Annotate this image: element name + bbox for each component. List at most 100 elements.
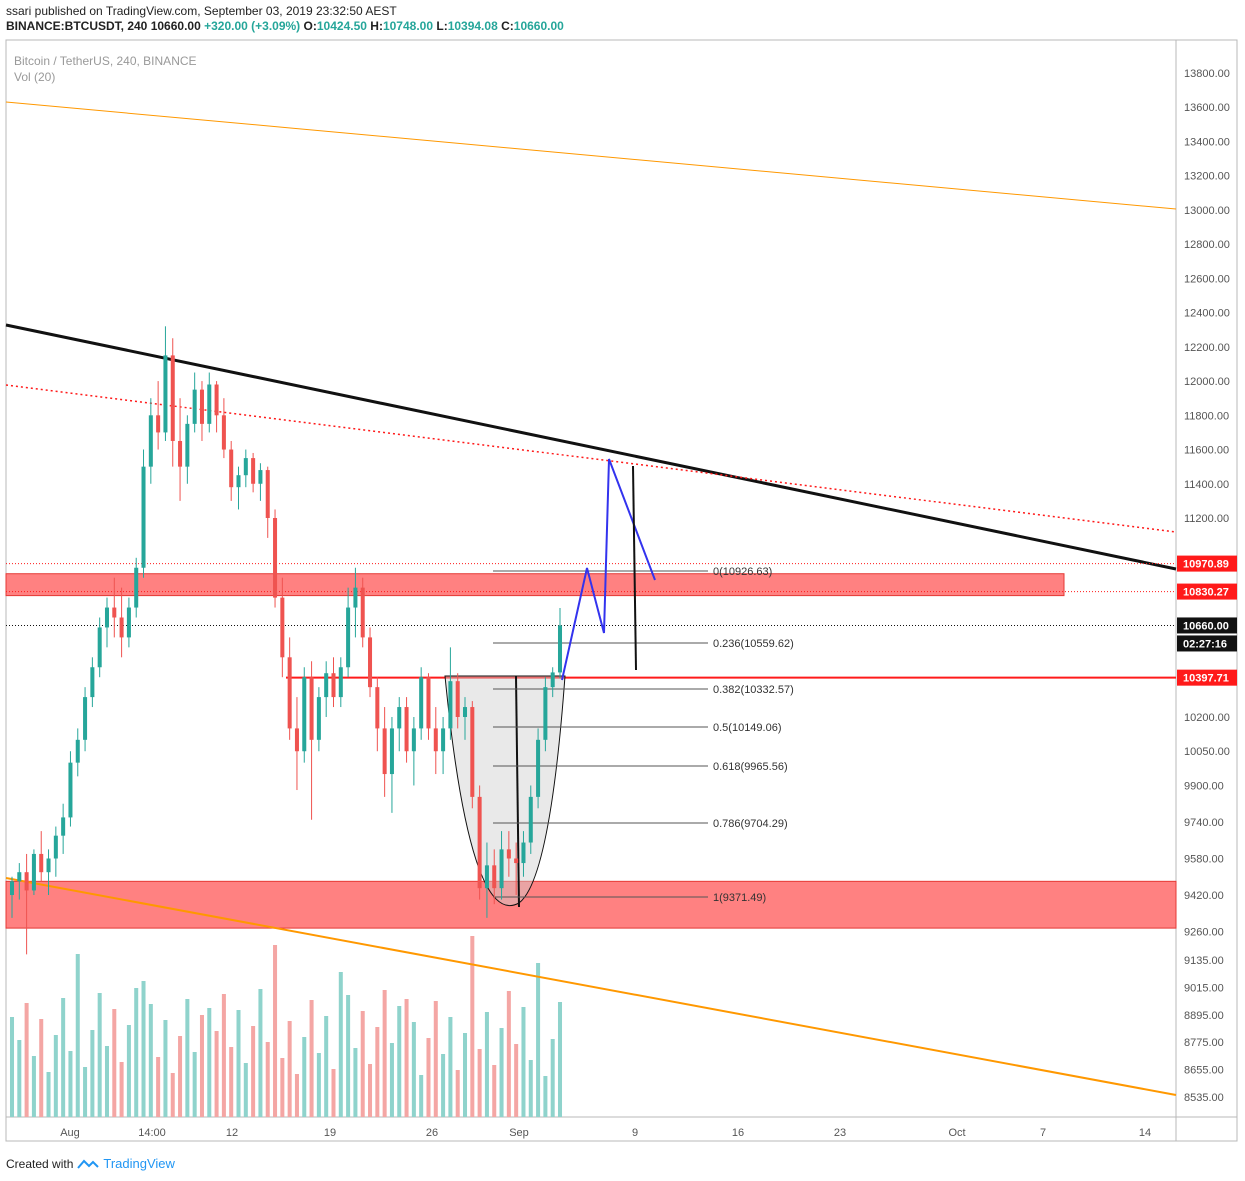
volume-bar	[75, 954, 80, 1117]
volume-bar	[536, 963, 541, 1117]
volume-bar	[514, 1044, 519, 1117]
candle-body	[134, 567, 139, 608]
candle-body	[506, 849, 511, 859]
price-label-box	[1177, 555, 1237, 572]
y-tick-label: 12000.00	[1184, 376, 1230, 388]
x-tick-label: 9	[632, 1127, 638, 1139]
volume-bar	[470, 936, 475, 1117]
candle-body	[346, 607, 351, 668]
volume-bar	[382, 990, 387, 1117]
candle-body	[536, 739, 541, 797]
tradingview-logo-icon	[77, 1159, 100, 1169]
y-tick-label: 13800.00	[1184, 68, 1230, 80]
open-label: O:	[303, 19, 317, 33]
symbol-line: BINANCE:BTCUSDT, 240 10660.00 +320.00 (+…	[6, 19, 564, 34]
candle-body	[331, 673, 336, 698]
volume-bar	[112, 1009, 117, 1117]
symbol-label: BINANCE:BTCUSDT, 240	[6, 19, 148, 33]
volume-bar	[389, 1043, 394, 1117]
y-tick-label: 13600.00	[1184, 102, 1230, 114]
candle-body	[170, 355, 175, 441]
tradingview-brand[interactable]: TradingView	[103, 1156, 175, 1171]
candle-body	[543, 687, 548, 740]
volume-bar	[375, 1027, 380, 1117]
y-tick-label: 9420.00	[1184, 890, 1224, 902]
volume-bar	[441, 1054, 446, 1117]
candle-body	[397, 707, 402, 729]
volume-bar	[104, 1046, 109, 1117]
close-label: C:	[501, 19, 514, 33]
price-label-text: 10830.27	[1183, 587, 1229, 599]
candle-body	[382, 728, 387, 775]
volume-bar	[90, 1030, 95, 1117]
y-tick-label: 11400.00	[1184, 479, 1229, 491]
candle-body	[477, 796, 482, 889]
candle-body	[273, 518, 278, 598]
candle-body	[104, 607, 109, 628]
volume-bar	[53, 1035, 58, 1117]
y-tick-label: 13400.00	[1184, 136, 1230, 148]
candle-body	[419, 677, 424, 729]
low-label: L:	[436, 19, 448, 33]
volume-bar	[31, 1056, 36, 1117]
candle-body	[251, 458, 256, 484]
candle-body	[280, 597, 285, 658]
volume-bar	[557, 1002, 563, 1117]
candle-body	[353, 587, 358, 608]
created-with-text: Created with	[6, 1156, 74, 1171]
y-tick-label: 11200.00	[1184, 513, 1229, 525]
candle-body	[68, 762, 73, 818]
volume-bar	[17, 1040, 22, 1117]
candle-body	[324, 673, 329, 698]
y-tick-label: 12600.00	[1184, 273, 1230, 285]
volume-bar	[134, 988, 139, 1117]
resistance-zone	[5, 573, 1065, 597]
candle-body	[404, 707, 409, 752]
x-tick-label: 19	[324, 1127, 336, 1139]
price-label-text: 02:27:16	[1183, 638, 1227, 650]
volume-bar	[119, 1062, 124, 1117]
candle-body	[90, 667, 95, 698]
candle-body	[514, 858, 519, 864]
price-label-box	[1177, 635, 1237, 652]
y-tick-label: 12800.00	[1184, 239, 1230, 251]
x-tick-label: Aug	[60, 1127, 80, 1139]
volume-bar	[258, 989, 263, 1117]
volume-bar	[448, 1017, 453, 1117]
y-tick-label: 11600.00	[1184, 445, 1229, 457]
y-tick-label: 9015.00	[1184, 982, 1224, 994]
volume-bar	[199, 1015, 204, 1117]
projection-path	[561, 458, 656, 681]
x-tick-label: Sep	[509, 1127, 529, 1139]
volume-bar	[192, 1052, 197, 1117]
high-value: 10748.00	[382, 19, 434, 33]
candle-body	[141, 466, 146, 568]
volume-bar	[419, 1075, 424, 1117]
volume-label: Vol (20)	[14, 70, 55, 84]
y-tick-label: 12200.00	[1184, 342, 1230, 354]
volume-bar	[24, 1003, 29, 1117]
y-tick-label: 10050.00	[1184, 746, 1230, 758]
volume-bar	[499, 1028, 504, 1117]
candle-body	[53, 835, 58, 859]
volume-bar	[178, 1036, 183, 1117]
volume-bar	[360, 1011, 365, 1117]
volume-bar	[97, 993, 102, 1117]
volume-bar	[294, 1074, 299, 1117]
y-axis: 13800.00 13600.00 13400.00 13200.00 13000.00…	[1184, 68, 1230, 1104]
volume-bar	[331, 1069, 336, 1117]
close-value: 10660.00	[513, 19, 564, 33]
volume-bar	[528, 1060, 533, 1117]
candle-body	[309, 677, 314, 740]
fib-label: 0.236(10559.62)	[713, 638, 794, 650]
y-tick-label: 9580.00	[1184, 854, 1224, 866]
volume-bar	[280, 1058, 285, 1117]
volume-bar	[236, 1010, 241, 1117]
volume-bar	[411, 1022, 416, 1117]
y-tick-label: 9260.00	[1184, 927, 1224, 939]
x-tick-label: 26	[426, 1127, 438, 1139]
candle-body	[214, 384, 219, 416]
candle-body	[178, 440, 183, 467]
footer: Created with TradingView	[6, 1156, 175, 1171]
